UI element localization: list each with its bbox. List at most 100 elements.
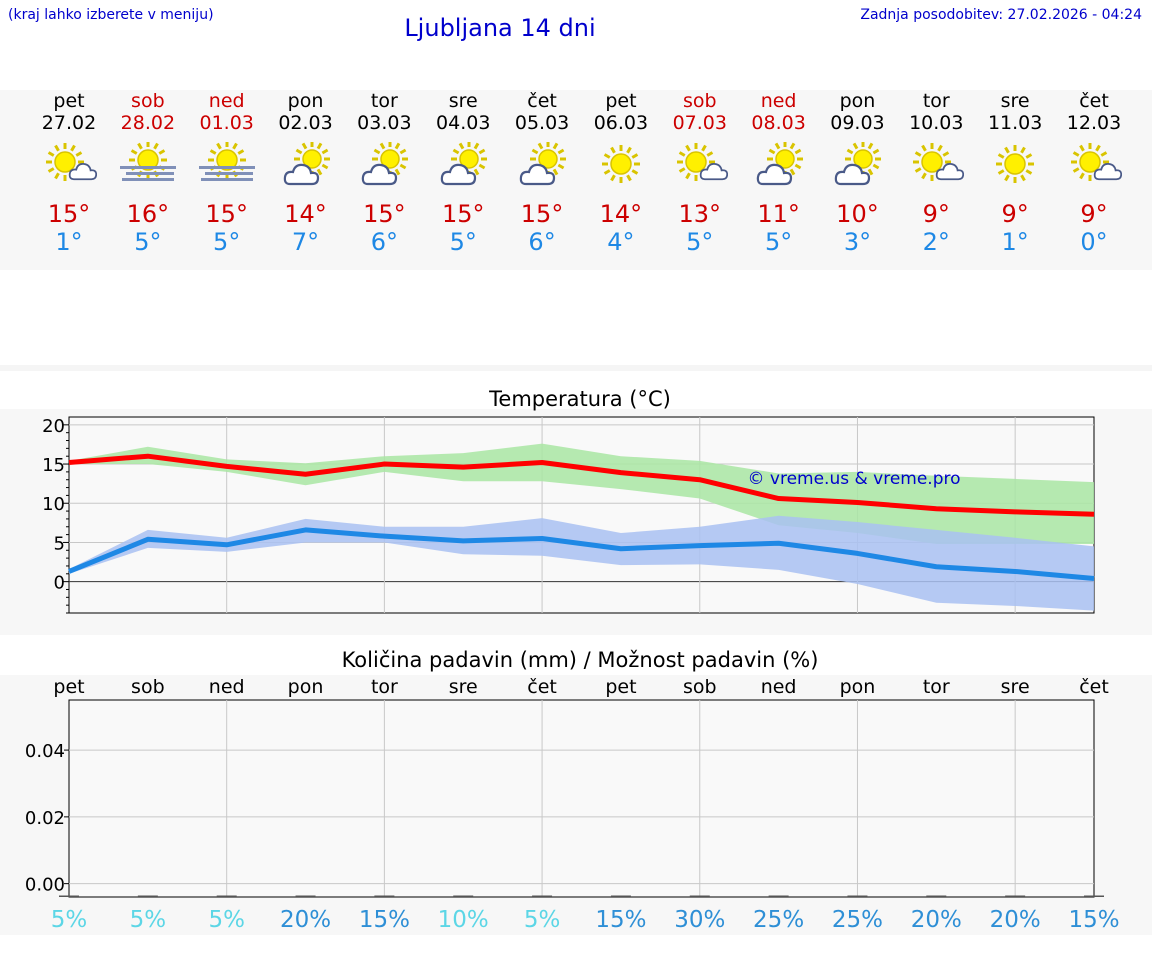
precipitation-chart: pet sob ned pon tor sre čet pet sob ned pon tor sre č…: [25, 676, 1120, 933]
precip-y-tick-label: 0.00: [25, 875, 65, 896]
precip-day-label: sob: [131, 676, 165, 698]
precip-day-label: pet: [53, 676, 84, 698]
day-column: sob 07.03 13° 5°: [660, 90, 740, 256]
precip-probability: 25%: [832, 907, 883, 933]
precip-probability: 15%: [359, 907, 410, 933]
max-temp: 9°: [1001, 200, 1029, 228]
max-temp: 9°: [922, 200, 950, 228]
day-name: tor: [922, 90, 950, 112]
max-temp: 15°: [205, 200, 248, 228]
min-temp: 4°: [607, 228, 635, 256]
day-date: 11.03: [987, 112, 1043, 134]
location-menu-hint[interactable]: (kraj lahko izberete v meniju): [8, 7, 214, 23]
precip-bar: [532, 895, 553, 897]
sun-cloud-icon: [46, 143, 97, 181]
precip-day-label: čet: [1079, 676, 1109, 698]
precip-bar: [453, 895, 474, 897]
day-column: ned 08.03 11° 5°: [739, 90, 819, 256]
max-temp: 14°: [599, 200, 643, 228]
min-temp: 0°: [1080, 228, 1108, 256]
max-temp: 15°: [363, 200, 406, 228]
last-update-text: Zadnja posodobitev: 27.02.2026 - 04:24: [860, 7, 1142, 23]
watermark-text: © vreme.us & vreme.pro: [747, 469, 960, 489]
precip-probability: 20%: [280, 907, 331, 933]
day-date: 09.03: [830, 112, 885, 134]
precip-probability: 30%: [674, 907, 725, 933]
precip-bar: [216, 895, 237, 897]
day-name: pet: [605, 90, 637, 112]
max-temp: 15°: [520, 200, 564, 228]
cloud-sun-icon: [362, 142, 409, 186]
max-temp: 16°: [126, 200, 170, 228]
precip-day-label: ned: [761, 676, 797, 698]
precipitation-chart-title: Količina padavin (mm) / Možnost padavin …: [341, 648, 819, 672]
day-name: ned: [208, 90, 245, 112]
day-name: sob: [682, 90, 717, 112]
cloud-sun-icon: [440, 142, 488, 186]
precip-probability: 15%: [1068, 907, 1119, 933]
day-name: ned: [760, 90, 797, 112]
precip-probability: 5%: [51, 907, 88, 933]
temperature-chart: 0 5 10 15 20 © vreme.us & vreme.pro: [42, 416, 1095, 614]
precip-bar: [847, 895, 868, 897]
day-column: sre 04.03 15° 5°: [423, 90, 503, 256]
day-date: 03.03: [357, 112, 412, 134]
day-name: sre: [448, 90, 478, 112]
day-date: 06.03: [593, 112, 649, 134]
temp-y-tick-label: 0: [54, 573, 65, 594]
precip-probability: 5%: [130, 907, 167, 933]
min-temp: 6°: [528, 228, 556, 256]
precip-probability: 5%: [208, 907, 245, 933]
precip-bar: [1084, 895, 1104, 897]
day-date: 02.03: [278, 112, 333, 134]
day-date: 07.03: [672, 112, 727, 134]
precip-probability: 10%: [438, 907, 489, 933]
precip-bar: [926, 895, 947, 897]
min-temp: 2°: [922, 228, 950, 256]
day-column: sob 28.02 16° 5°: [108, 90, 188, 256]
min-temp: 6°: [370, 228, 399, 256]
sun-cloud-icon: [676, 143, 728, 181]
precip-day-label: sre: [1001, 676, 1030, 698]
precip-probability: 20%: [911, 907, 962, 933]
day-column: pet 27.02 15° 1°: [29, 90, 109, 256]
page-title: Ljubljana 14 dni: [404, 14, 596, 42]
precip-day-label: ned: [209, 676, 245, 698]
precip-day-label: čet: [527, 676, 557, 698]
day-name: pon: [839, 90, 876, 112]
day-column: pet 06.03 14° 4°: [581, 90, 661, 256]
precip-bar: [137, 895, 158, 897]
temp-y-tick-label: 20: [42, 416, 65, 437]
min-temp: 5°: [449, 228, 477, 256]
day-column: čet 05.03 15° 6°: [502, 90, 582, 256]
day-column: sre 11.03 9° 1°: [975, 90, 1055, 256]
precip-bar: [59, 895, 79, 897]
sun-cloud-icon: [1071, 143, 1122, 181]
precip-day-label: tor: [923, 676, 950, 698]
day-name: čet: [1079, 90, 1109, 112]
max-temp: 14°: [284, 200, 327, 228]
day-column: pon 02.03 14° 7°: [266, 90, 346, 256]
precip-bar: [295, 895, 316, 897]
sun-icon: [601, 145, 640, 183]
day-date: 27.02: [41, 112, 97, 134]
precip-probability: 25%: [753, 907, 804, 933]
precip-bar: [768, 895, 789, 897]
max-temp: 15°: [441, 200, 485, 228]
precip-day-label: pon: [288, 676, 324, 698]
min-temp: 7°: [291, 228, 320, 256]
precip-probability: 5%: [524, 907, 561, 933]
day-date: 08.03: [751, 112, 806, 134]
section-divider: [0, 365, 1152, 371]
min-temp: 5°: [134, 228, 162, 256]
temp-y-tick-label: 5: [54, 533, 65, 554]
precip-bar: [610, 895, 631, 897]
day-date: 01.03: [199, 112, 254, 134]
max-temp-range-band: [69, 443, 1094, 545]
day-column: ned 01.03 15° 5°: [187, 90, 267, 256]
precip-probability: 20%: [990, 907, 1041, 933]
precip-day-label: pon: [840, 676, 876, 698]
min-temp-range-band: [69, 515, 1094, 611]
sun-cloud-icon: [913, 143, 965, 181]
cloud-sun-icon: [756, 142, 803, 186]
